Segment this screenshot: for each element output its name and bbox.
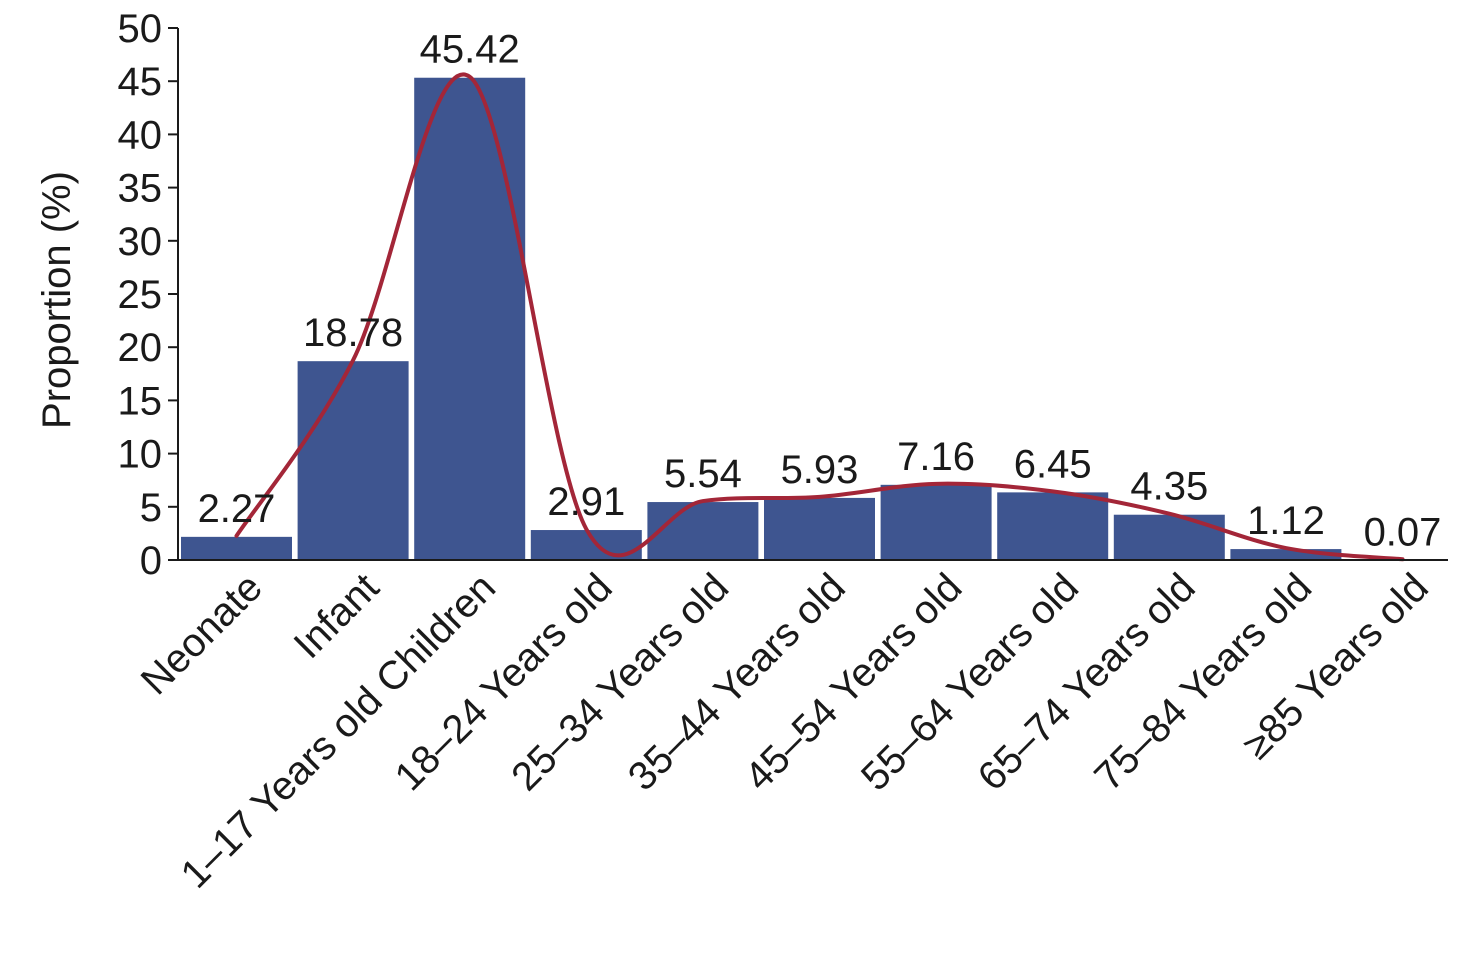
y-tick-label-5: 25 [118, 273, 163, 317]
data-labels-group: 2.27 18.78 45.42 2.91 5.54 5.93 7.16 6.45 4.35 1.… [198, 28, 1442, 555]
y-tick-label-9: 45 [118, 60, 163, 104]
x-tick-label-9: 75–84 Years old [1086, 565, 1320, 799]
y-tick-label-8: 40 [118, 113, 163, 157]
y-axis: 0 5 10 15 20 25 30 35 40 45 50 [118, 7, 179, 583]
y-tick-label-6: 30 [118, 220, 163, 264]
x-tick-label-3: 18–24 Years old [387, 565, 621, 799]
x-tick-label-0: Neonate [133, 565, 271, 703]
bar-1 [295, 359, 411, 561]
y-tick-label-1: 5 [140, 486, 162, 530]
x-tick-label-8: 65–74 Years old [970, 565, 1204, 799]
trend-curve [234, 72, 1405, 562]
x-tick-label-1: Infant [286, 565, 388, 667]
bar-7 [995, 490, 1111, 562]
data-label-5: 5.93 [781, 448, 859, 492]
data-label-1: 18.78 [303, 311, 403, 355]
data-label-2: 45.42 [420, 28, 520, 72]
bar-0 [179, 534, 294, 562]
y-tick-label-7: 35 [118, 167, 163, 211]
data-label-4: 5.54 [664, 452, 742, 496]
bar-2 [412, 75, 528, 561]
y-tick-label-2: 10 [118, 433, 163, 477]
data-label-6: 7.16 [897, 435, 975, 479]
x-tick-label-4: 25–34 Years old [503, 565, 737, 799]
data-label-8: 4.35 [1130, 465, 1208, 509]
data-label-10: 0.07 [1364, 510, 1442, 554]
x-tick-label-6: 45–54 Years old [736, 565, 970, 799]
data-label-7: 6.45 [1014, 442, 1092, 486]
bar-8 [1111, 512, 1227, 562]
y-axis-title: Proportion (%) [35, 171, 79, 429]
x-tick-label-5: 35–44 Years old [620, 565, 854, 799]
data-label-3: 2.91 [547, 480, 625, 524]
y-tick-label-4: 20 [118, 326, 163, 370]
trend-curve-group [234, 72, 1405, 562]
data-label-0: 2.27 [198, 487, 276, 531]
bar-4 [645, 500, 761, 562]
y-tick-label-0: 0 [140, 539, 162, 583]
bar-6 [878, 482, 994, 561]
data-label-9: 1.12 [1247, 499, 1325, 543]
x-tick-label-7: 55–64 Years old [853, 565, 1087, 799]
y-tick-label-10: 50 [118, 7, 163, 51]
bar-5 [762, 495, 877, 561]
y-tick-label-3: 15 [118, 379, 163, 423]
